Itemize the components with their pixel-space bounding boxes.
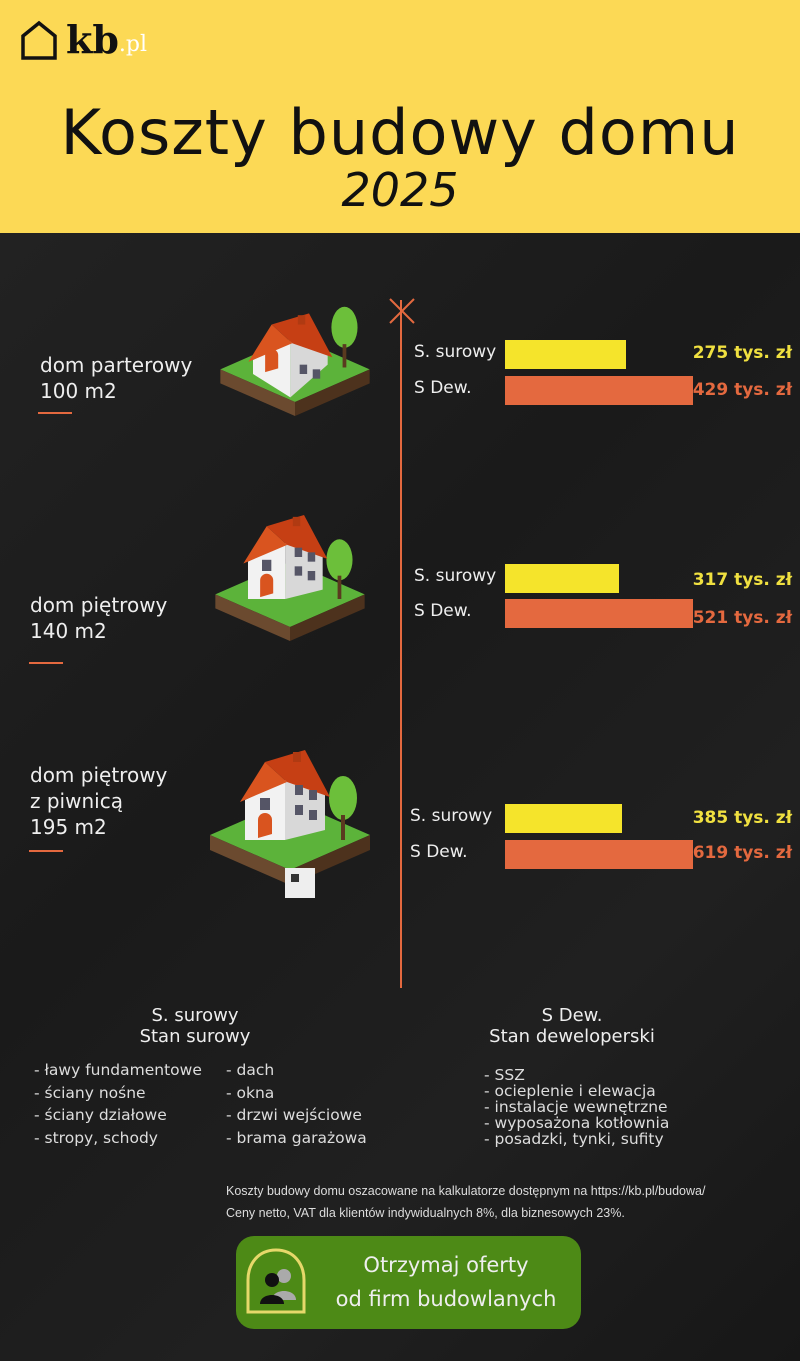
logo-brand: kb [66,17,119,62]
legend-surowy-heading: S. surowy Stan surowy [95,1005,295,1047]
legend-dew-full: Stan deweloperski [489,1026,655,1047]
bar-dew-2 [505,840,693,869]
bar-surowy-0 [505,340,626,369]
legend-dew-heading: S Dew. Stan deweloperski [462,1005,682,1047]
list-item: - okna [226,1083,275,1102]
bar-label-surowy: S. surowy [414,342,497,362]
page-title: Koszty budowy domu [60,96,740,169]
cta-line1: Otrzymaj oferty [363,1253,529,1277]
footnote: Koszty budowy domu oszacowane na kalkula… [226,1180,705,1224]
list-item: - brama garażowa [226,1128,367,1147]
value-label-surowy: 385 tys. zł [692,808,792,828]
bar-dew-1 [505,599,693,628]
bar-label-surowy: S. surowy [410,806,493,826]
house-label-line: 140 m2 [30,619,107,643]
list-item: - posadzki, tynki, sufity [484,1130,664,1148]
list-item: - ocieplenie i elewacja [484,1082,656,1100]
list-item: - drzwi wejściowe [226,1106,362,1124]
footnote-source: Koszty budowy domu oszacowane na kalkula… [226,1184,706,1198]
header: kb .pl Koszty budowy domu 2025 [0,0,800,233]
users-icon [246,1248,306,1314]
legend-surowy-list-2: - dach - okna - drzwi wejściowe - brama … [226,1059,367,1149]
get-offers-button[interactable]: Otrzymaj oferty od firm budowlanych [236,1236,581,1329]
list-item: - ściany nośne [34,1083,146,1102]
bar-label-surowy: S. surowy [414,566,497,586]
legend-dew-list: - SSZ - ocieplenie i elewacja - instalac… [484,1067,669,1147]
footnote-vat: Ceny netto, VAT dla klientów indywidualn… [226,1206,625,1220]
value-label-surowy: 275 tys. zł [692,343,792,363]
value-label-dew: 521 tys. zł [692,608,792,628]
house-label-line: dom parterowy [40,353,193,377]
list-item: - dach [226,1061,275,1079]
bar-surowy-1 [505,564,620,593]
cta-line2: od firm budowlanych [335,1287,557,1311]
logo-tld: .pl [118,32,148,57]
page-year: 2025 [341,163,459,217]
list-item: - wyposażona kotłownia [484,1114,670,1132]
logo[interactable]: kb .pl [20,20,147,60]
value-label-dew: 619 tys. zł [692,843,792,863]
house-underline [29,662,63,664]
legend-surowy-short: S. surowy [151,1005,239,1026]
bar-dew-0 [505,376,693,405]
list-item: - stropy, schody [34,1128,158,1147]
house-label-0: dom parterowy 100 m2 [40,352,192,404]
axis-cross-icon [389,298,415,324]
house-label-line: 195 m2 [30,815,107,839]
bar-label-dew: S Dew. [410,842,468,862]
list-item: - ściany działowe [34,1106,167,1124]
list-item: - SSZ [484,1066,525,1084]
house-label-line: z piwnicą [30,789,123,813]
house-label-2: dom piętrowy z piwnicą 195 m2 [30,762,167,840]
house-illustration-2 [210,750,370,898]
house-underline [29,850,63,852]
house-label-1: dom piętrowy 140 m2 [30,592,167,644]
legend-dew-short: S Dew. [541,1005,603,1026]
house-illustration-1 [215,515,365,641]
bar-surowy-2 [505,804,622,833]
house-logo-icon [21,20,57,60]
house-label-line: dom piętrowy [30,593,168,617]
value-label-surowy: 317 tys. zł [692,570,792,590]
legend-surowy-full: Stan surowy [139,1026,251,1047]
list-item: - ławy fundamentowe [34,1061,202,1079]
list-item: - instalacje wewnętrzne [484,1098,668,1116]
house-underline [38,412,72,414]
timeline-axis [400,300,402,988]
legend-surowy-list-1: - ławy fundamentowe - ściany nośne - ści… [34,1059,202,1149]
house-label-line: dom piętrowy [30,763,168,787]
house-illustration-0 [220,306,370,416]
value-label-dew: 429 tys. zł [692,380,792,400]
bar-label-dew: S Dew. [414,601,472,621]
bar-label-dew: S Dew. [414,378,472,398]
house-label-line: 100 m2 [40,379,117,403]
